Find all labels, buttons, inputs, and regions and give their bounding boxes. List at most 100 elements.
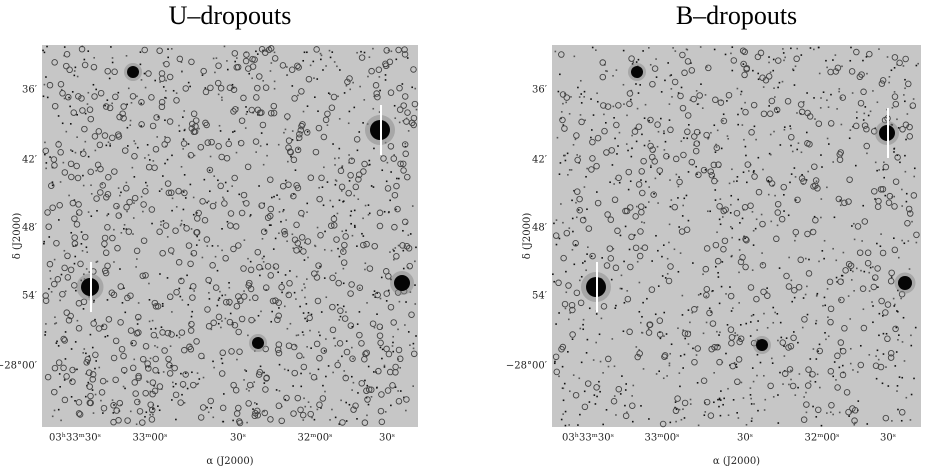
source-dot [405,301,407,303]
dropout-marker [358,380,365,387]
source-dot [95,169,98,172]
dropout-marker [878,80,886,87]
dropout-marker [345,189,352,197]
dropout-marker [632,213,639,220]
source-dot [672,47,674,49]
source-dot [411,205,414,207]
source-dot [178,130,181,132]
source-dot [682,204,684,207]
y-tick-label: −28°00′ [506,361,548,372]
source-dot [783,194,785,196]
source-dot [738,271,740,274]
source-dot [302,356,305,359]
source-dot [773,87,775,89]
dropout-marker [99,377,107,385]
dropout-marker [337,307,344,314]
dropout-marker [53,239,60,247]
source-dot [814,118,816,120]
dropout-marker [134,398,141,406]
source-dot [166,236,169,238]
source-dot [398,121,401,124]
source-dot [640,179,642,181]
source-dot [720,285,723,288]
source-dot [583,96,585,98]
source-dot [318,186,320,189]
source-dot [85,373,87,375]
source-dot [156,336,159,339]
dropout-marker [694,345,702,352]
source-dot [623,260,625,263]
dropout-marker [721,237,729,245]
source-dot [753,403,755,405]
source-dot [96,209,98,212]
source-dot [398,177,400,180]
dropout-marker [378,391,385,398]
dropout-marker [306,314,313,322]
dropout-marker [156,47,163,54]
source-dot [857,400,860,402]
source-dot [322,204,325,207]
dropout-marker [314,297,322,305]
dropout-marker [638,208,645,216]
dropout-marker [401,218,409,226]
source-dot [183,174,186,176]
dropout-marker [340,248,347,255]
source-dot [336,304,339,306]
source-dot [794,199,797,201]
source-dot [196,372,199,374]
dropout-marker [729,362,737,370]
source-dot [373,371,375,373]
source-dot [82,174,84,177]
source-dot [132,217,135,219]
source-dot [646,297,648,300]
source-dot [381,357,383,360]
source-dot [776,110,779,113]
dropout-marker [884,301,892,308]
source-dot [733,361,736,364]
source-dot [159,273,161,275]
source-dot [601,257,603,259]
source-dot [130,102,133,104]
source-dot [586,253,588,255]
dropout-marker [190,381,197,389]
source-dot [752,313,755,316]
source-dot [189,287,191,290]
dropout-marker [639,189,646,197]
dropout-marker [882,414,890,422]
source-dot [330,249,333,252]
star [631,66,643,78]
source-dot [884,194,887,197]
source-dot [840,97,843,99]
dropout-marker [904,219,911,227]
dropout-marker [712,241,720,249]
dropout-marker [874,203,882,210]
source-dot [875,377,878,380]
source-dot [816,373,819,376]
source-dot [832,59,834,61]
dropout-marker [115,212,123,219]
source-dot [353,209,356,212]
source-dot [74,151,77,154]
source-dot [738,302,740,304]
source-dot [717,344,720,347]
source-dot [345,229,347,232]
source-dot [324,390,326,393]
y-tick-label: 36′ [532,85,548,96]
source-dot [910,334,912,337]
dropout-marker [139,355,147,363]
source-dot [338,319,341,321]
source-dot [574,138,577,141]
source-dot [232,86,235,89]
dropout-marker [725,91,733,99]
dropout-marker [259,121,267,129]
source-dot [562,413,564,415]
dropout-marker [129,364,137,372]
dropout-marker [75,325,83,332]
source-dot [290,155,292,158]
source-dot [906,113,909,115]
dropout-marker [298,88,305,95]
dropout-marker [387,89,395,96]
dropout-marker [607,255,615,262]
source-dot [302,215,304,218]
